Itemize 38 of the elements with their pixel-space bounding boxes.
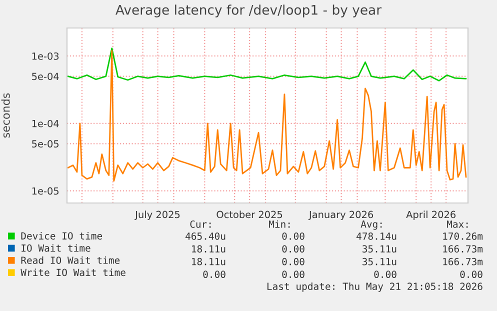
- text: Last update: Thu May 21 21:05:18 2026: [267, 282, 482, 292]
- text: 166.73m: [443, 245, 483, 253]
- y-tick-label: 1e-04: [32, 120, 59, 128]
- text: 0.00: [282, 270, 304, 278]
- chart-title: Average latency for /dev/loop1 - by year: [116, 4, 382, 18]
- text: 35.11u: [362, 245, 396, 253]
- text: 0.00: [203, 270, 226, 278]
- text: 0.00: [460, 270, 482, 278]
- text: 18.11u: [192, 245, 226, 253]
- y-tick-label: 5e-04: [32, 72, 59, 80]
- text: 166.73m: [443, 258, 483, 266]
- y-tick-label: 1e-05: [32, 187, 59, 195]
- legend-label: Write IO Wait time: [20, 268, 126, 276]
- legend-label: IO Wait time: [22, 244, 90, 252]
- text: 478.14u: [356, 232, 396, 240]
- text: 0.00: [374, 270, 396, 278]
- text: 0.00: [282, 258, 304, 266]
- text: 35.11u: [362, 258, 396, 266]
- y-axis-title: seconds: [1, 93, 10, 138]
- text: 170.26m: [443, 232, 483, 240]
- text: 18.11u: [192, 258, 226, 266]
- text: 465.40u: [186, 232, 226, 240]
- text: Max:: [446, 220, 468, 228]
- text: Cur:: [190, 220, 211, 228]
- x-tick-label: January 2026: [308, 210, 374, 220]
- legend-label: Read IO Wait time: [21, 256, 120, 264]
- text: Avg:: [360, 220, 382, 230]
- text: 0.00: [282, 245, 304, 253]
- legend-label: Device IO time: [21, 232, 102, 240]
- x-tick-label: October 2025: [216, 210, 282, 218]
- text: Min:: [268, 220, 290, 228]
- y-tick-label: 5e-05: [32, 140, 59, 148]
- x-tick-label: July 2025: [134, 210, 180, 220]
- x-tick-label: April 2026: [406, 210, 456, 220]
- line-series: [67, 50, 467, 182]
- text: 0.00: [282, 232, 304, 240]
- y-tick-label: 1e-03: [32, 52, 59, 60]
- line-series: [67, 48, 467, 82]
